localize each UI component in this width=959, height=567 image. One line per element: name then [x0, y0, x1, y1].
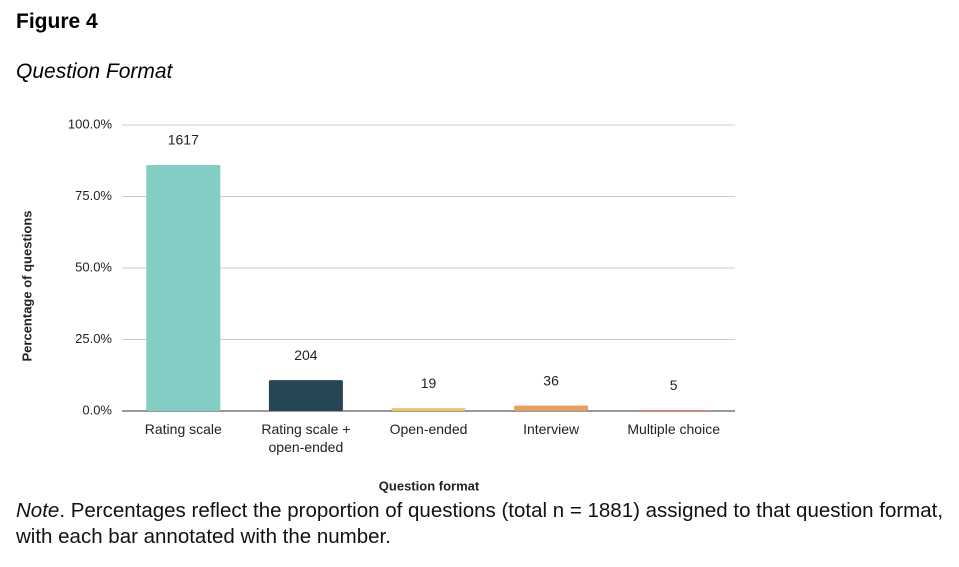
bar — [146, 165, 221, 411]
x-tick-label: Rating scale + open-ended — [261, 421, 351, 455]
data-label: 19 — [421, 375, 437, 391]
x-tick-label: Interview — [523, 421, 580, 437]
bar — [636, 410, 711, 411]
note-label: Note — [16, 499, 60, 522]
x-tick-label: Open-ended — [389, 421, 468, 437]
bar — [268, 380, 343, 411]
bar — [514, 405, 589, 411]
chart-title: Question Format — [16, 60, 173, 83]
x-tick-label: Rating scale — [144, 421, 222, 437]
data-label: 204 — [294, 347, 318, 363]
y-axis-title: Percentage of questions — [19, 211, 34, 362]
note-text: . Percentages reflect the proportion of … — [16, 499, 944, 548]
y-tick-label: 75.0% — [75, 188, 112, 203]
data-label: 36 — [543, 372, 559, 388]
y-tick-label: 25.0% — [75, 331, 112, 346]
y-tick-label: 100.0% — [68, 116, 113, 131]
bar — [391, 408, 466, 411]
y-tick-label: 0.0% — [82, 402, 112, 417]
x-tick-label: Multiple choice — [627, 421, 720, 437]
data-label: 1617 — [168, 132, 199, 148]
note: Note. Percentages reflect the proportion… — [16, 498, 946, 550]
x-axis-title: Question format — [379, 478, 480, 493]
y-tick-label: 50.0% — [75, 259, 112, 274]
data-label: 5 — [670, 377, 678, 393]
figure-label: Figure 4 — [16, 10, 98, 33]
